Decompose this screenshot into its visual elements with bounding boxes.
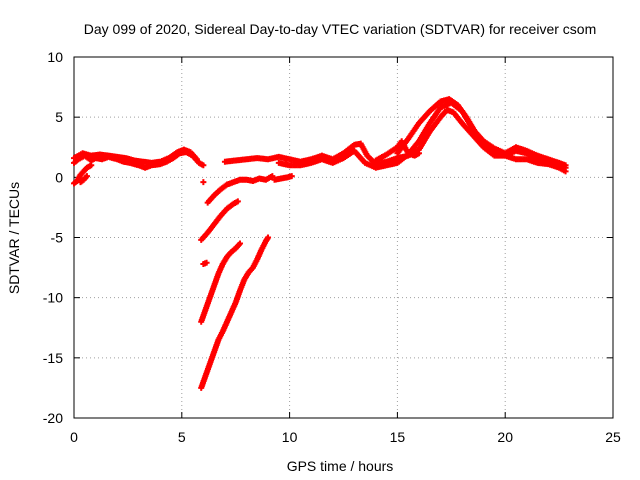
chart-title: Day 099 of 2020, Sidereal Day-to-day VTE… <box>84 21 597 37</box>
data-point <box>88 162 95 169</box>
y-tick-label: -5 <box>51 230 64 246</box>
data-point <box>415 150 422 157</box>
y-tick-label: 0 <box>55 169 63 185</box>
data-point <box>265 234 272 241</box>
series-track-outlier <box>200 179 207 186</box>
series-track-main-day-d <box>372 138 422 164</box>
data-point <box>562 162 569 169</box>
data-point <box>562 168 569 175</box>
y-tick-label: -15 <box>43 350 63 366</box>
x-tick-label: 20 <box>497 429 513 445</box>
y-axis-label: SDTVAR / TECUs <box>6 182 22 294</box>
y-tick-label: 10 <box>47 49 63 65</box>
data-point <box>234 198 241 205</box>
x-axis-label: GPS time / hours <box>287 458 394 474</box>
series-track-dip-e <box>198 234 272 391</box>
series-track-dip-b <box>198 198 241 243</box>
series-track-main-day-b <box>275 99 569 175</box>
x-tick-label: 5 <box>178 429 186 445</box>
data-point <box>83 173 90 180</box>
series-track-dip-a <box>204 173 276 206</box>
y-tick-label: -20 <box>43 410 63 426</box>
x-tick-label: 25 <box>605 429 621 445</box>
data-point <box>200 179 207 186</box>
data-point <box>203 259 210 266</box>
y-tick-label: 5 <box>55 109 63 125</box>
data-point <box>193 156 200 163</box>
data-series <box>71 96 569 391</box>
y-tick-label: -10 <box>43 290 63 306</box>
data-point <box>237 240 244 247</box>
data-point <box>288 173 295 180</box>
x-tick-label: 0 <box>70 429 78 445</box>
grid-lines <box>74 57 613 418</box>
series-track-main-morning-b <box>71 146 200 166</box>
axis-ticks: 0 5 10 15 20 25 -20 -15 -10 -5 0 5 10 <box>43 49 621 445</box>
data-point <box>200 162 207 169</box>
series-track-main-day-c <box>394 96 569 169</box>
series-track-start-low <box>71 162 95 187</box>
x-tick-label: 10 <box>282 429 298 445</box>
data-point <box>269 173 276 180</box>
x-tick-label: 15 <box>390 429 406 445</box>
series-track-dip-d <box>198 240 244 325</box>
series-track-start-low-b <box>77 173 90 186</box>
series-track-dip-c <box>200 259 210 267</box>
series-track-dip-a-b <box>271 173 295 183</box>
